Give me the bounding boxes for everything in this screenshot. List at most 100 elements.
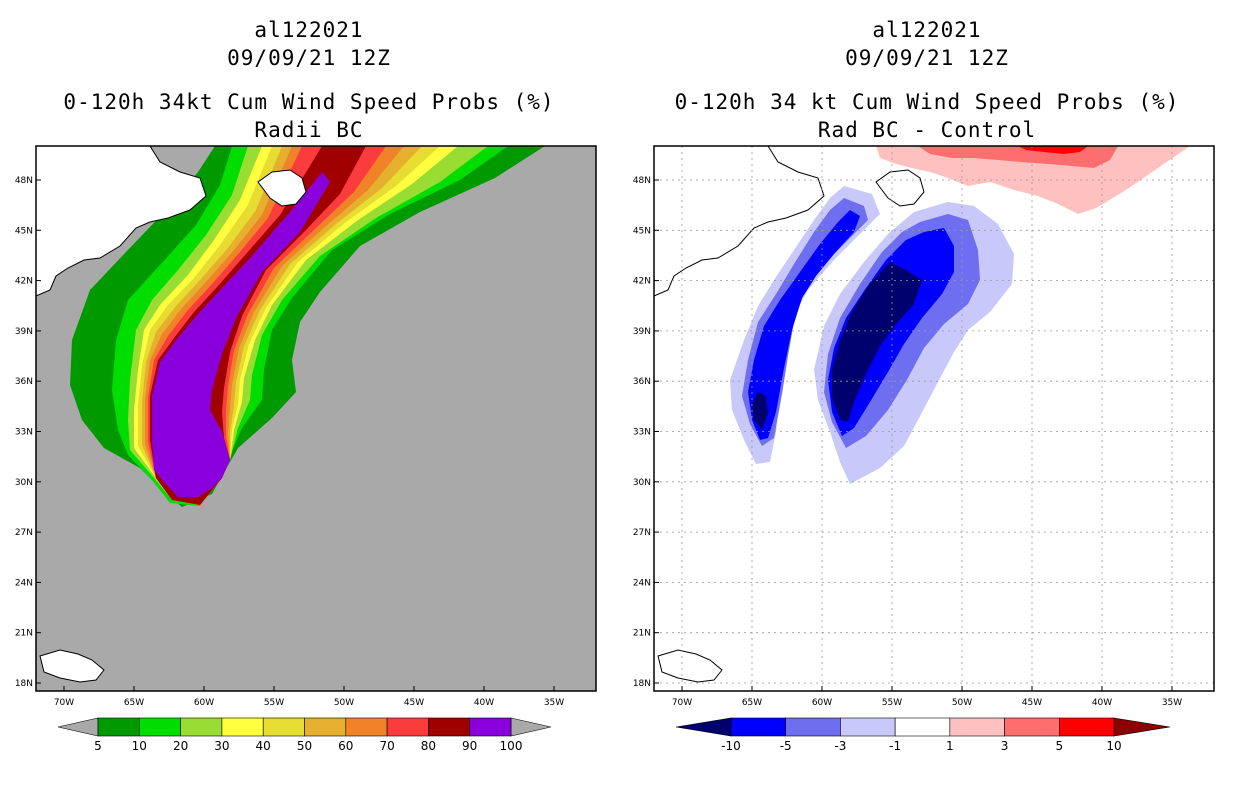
lat-tick-label: 45N <box>633 226 651 236</box>
left-colorbar-cell <box>428 717 470 737</box>
lon-tick-label: 50W <box>952 698 972 708</box>
right-colorbar-cells <box>730 717 1115 737</box>
right-colorbar-label: -3 <box>834 739 846 753</box>
lon-tick-label: 55W <box>882 698 902 708</box>
caribbean-islands <box>39 649 105 683</box>
lon-tick-label: 40W <box>1092 698 1112 708</box>
left-colorbar-label: 30 <box>214 739 229 753</box>
left-panel: al122021 09/09/21 12Z 0-120h 34kt Cum Wi… <box>15 18 597 753</box>
lon-tick-label: 40W <box>474 698 494 708</box>
right-colorbar-cell <box>949 717 1005 737</box>
lat-tick-label: 30N <box>633 478 651 488</box>
right-title-date: 09/09/21 12Z <box>845 46 1009 70</box>
diff-positive-5-10 <box>1018 146 1088 154</box>
left-colorbar-high-arrow <box>510 717 552 737</box>
right-colorbar-label: -10 <box>721 739 741 753</box>
lat-tick-label: 36N <box>15 377 33 387</box>
right-colorbar-cell <box>894 717 951 737</box>
left-title-sub: Radii BC <box>254 118 364 142</box>
lat-tick-label: 45N <box>15 226 33 236</box>
caribbean-islands <box>657 649 723 683</box>
left-title-product: 0-120h 34kt Cum Wind Speed Probs (%) <box>63 90 555 114</box>
north-america-coast <box>653 145 825 297</box>
left-colorbar-cells <box>97 717 512 737</box>
left-axes: 48N 45N 42N 39N 36N 33N 30N 27N 24N 21N 18N 70W 65W 6… <box>15 176 564 708</box>
lat-tick-label: 36N <box>633 377 651 387</box>
right-colorbar-cell <box>1058 717 1115 737</box>
left-colorbar-cell <box>469 717 512 737</box>
right-gridlines <box>654 146 1214 691</box>
lon-tick-label: 45W <box>1022 698 1042 708</box>
lon-tick-label: 50W <box>334 698 354 708</box>
right-colorbar-label: 5 <box>1055 739 1063 753</box>
left-title-date: 09/09/21 12Z <box>227 46 391 70</box>
lat-tick-label: 18N <box>15 679 33 689</box>
left-probability-bands <box>70 146 545 507</box>
left-colorbar-label: 50 <box>297 739 312 753</box>
left-colorbar-cell <box>304 717 347 737</box>
left-colorbar-label: 20 <box>173 739 188 753</box>
right-colorbar-label: 3 <box>1001 739 1009 753</box>
lon-tick-label: 70W <box>54 698 74 708</box>
lat-tick-label: 42N <box>633 277 651 287</box>
left-colorbar-labels: 5 10 20 30 40 50 60 70 80 90 100 <box>94 739 522 753</box>
lat-tick-label: 27N <box>633 528 651 538</box>
right-colorbar-cell <box>785 717 841 737</box>
lat-tick-label: 21N <box>633 629 651 639</box>
lat-tick-label: 39N <box>633 327 651 337</box>
lat-tick-label: 39N <box>15 327 33 337</box>
left-colorbar-cell <box>262 717 305 737</box>
right-axes: 48N 45N 42N 39N 36N 33N 30N 27N 24N 21N 18N 70W 65W 6… <box>633 176 1182 708</box>
lon-tick-label: 55W <box>264 698 284 708</box>
lon-tick-label: 60W <box>194 698 214 708</box>
lat-tick-label: 24N <box>633 578 651 588</box>
right-map-svg: 48N 45N 42N 39N 36N 33N 30N 27N 24N 21N 18N 70W 65W 6… <box>633 145 1215 753</box>
right-colorbar-labels: -10 -5 -3 -1 1 3 5 10 <box>721 739 1121 753</box>
lat-tick-label: 48N <box>15 176 33 186</box>
right-colorbar-label: 10 <box>1106 739 1121 753</box>
left-colorbar: 5 10 20 30 40 50 60 70 80 90 100 <box>57 717 552 753</box>
right-panel: al122021 09/09/21 12Z 0-120h 34 kt Cum W… <box>618 0 1236 800</box>
right-colorbar-cell <box>1004 717 1060 737</box>
right-title-sub: Rad BC - Control <box>817 118 1037 142</box>
left-colorbar-cell <box>345 717 388 737</box>
right-title-product: 0-120h 34 kt Cum Wind Speed Probs (%) <box>674 90 1180 114</box>
right-map-frame <box>653 145 1215 692</box>
left-colorbar-label: 80 <box>421 739 436 753</box>
left-colorbar-cell <box>139 717 181 737</box>
lat-tick-label: 30N <box>15 478 33 488</box>
left-map-frame <box>35 145 597 692</box>
lat-tick-label: 27N <box>15 528 33 538</box>
right-difference-fields <box>730 146 1190 484</box>
lon-tick-label: 35W <box>544 698 564 708</box>
left-colorbar-label: 60 <box>338 739 353 753</box>
left-colorbar-label: 90 <box>462 739 477 753</box>
left-colorbar-label: 10 <box>132 739 147 753</box>
left-colorbar-label: 70 <box>379 739 394 753</box>
left-colorbar-cell <box>221 717 264 737</box>
right-colorbar-low-arrow <box>675 717 732 737</box>
left-colorbar-label: 100 <box>500 739 523 753</box>
diff-negative-west-core <box>752 392 768 430</box>
left-map-svg: 48N 45N 42N 39N 36N 33N 30N 27N 24N 21N 18N 70W 65W 6… <box>15 145 597 753</box>
left-colorbar-cell <box>180 717 223 737</box>
right-colorbar-label: -5 <box>780 739 792 753</box>
lon-tick-label: 35W <box>1162 698 1182 708</box>
lon-tick-label: 70W <box>672 698 692 708</box>
right-colorbar: -10 -5 -3 -1 1 3 5 10 <box>675 717 1171 753</box>
lat-tick-label: 42N <box>15 277 33 287</box>
lat-tick-label: 24N <box>15 578 33 588</box>
left-colorbar-low-arrow <box>57 717 99 737</box>
lat-tick-label: 48N <box>633 176 651 186</box>
newfoundland <box>257 169 307 207</box>
left-coastlines <box>35 145 307 683</box>
lon-tick-label: 65W <box>742 698 762 708</box>
lat-tick-label: 21N <box>15 629 33 639</box>
right-colorbar-cell <box>730 717 787 737</box>
right-title-storm: al122021 <box>872 18 982 42</box>
left-title-storm: al122021 <box>254 18 364 42</box>
left-colorbar-label: 40 <box>256 739 271 753</box>
right-colorbar-label: -1 <box>889 739 901 753</box>
diff-negative-west-strong <box>748 210 860 440</box>
left-colorbar-label: 5 <box>94 739 102 753</box>
